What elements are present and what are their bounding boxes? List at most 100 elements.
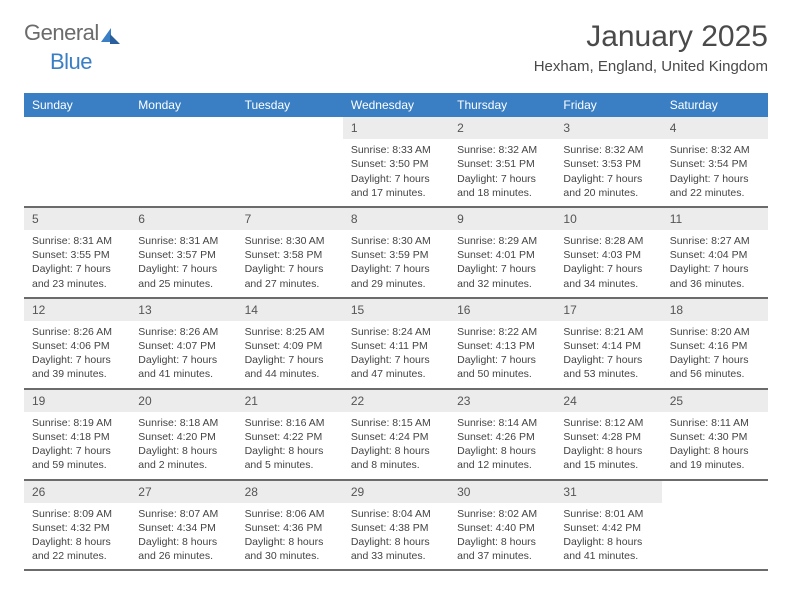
day-details: Sunrise: 8:27 AMSunset: 4:04 PMDaylight:… <box>662 232 768 297</box>
calendar-week-row: 26Sunrise: 8:09 AMSunset: 4:32 PMDayligh… <box>24 480 768 571</box>
sunset-text: Sunset: 3:53 PM <box>563 157 653 171</box>
calendar-week-row: 1Sunrise: 8:33 AMSunset: 3:50 PMDaylight… <box>24 117 768 207</box>
title-block: January 2025 Hexham, England, United Kin… <box>534 20 768 75</box>
daylight-text: Daylight: 8 hours <box>563 444 653 458</box>
daylight-text-2: and 50 minutes. <box>457 367 547 381</box>
sunset-text: Sunset: 4:20 PM <box>138 430 228 444</box>
weekday-header-row: Sunday Monday Tuesday Wednesday Thursday… <box>24 93 768 117</box>
daylight-text: Daylight: 7 hours <box>32 444 122 458</box>
day-details: Sunrise: 8:14 AMSunset: 4:26 PMDaylight:… <box>449 414 555 479</box>
calendar-day-cell: 2Sunrise: 8:32 AMSunset: 3:51 PMDaylight… <box>449 117 555 207</box>
calendar-day-cell: 20Sunrise: 8:18 AMSunset: 4:20 PMDayligh… <box>130 389 236 480</box>
month-title: January 2025 <box>534 20 768 54</box>
sunset-text: Sunset: 3:50 PM <box>351 157 441 171</box>
weekday-header: Wednesday <box>343 93 449 117</box>
day-details: Sunrise: 8:24 AMSunset: 4:11 PMDaylight:… <box>343 323 449 388</box>
daylight-text-2: and 59 minutes. <box>32 458 122 472</box>
day-number: 30 <box>449 481 555 503</box>
day-number: 13 <box>130 299 236 321</box>
day-details: Sunrise: 8:21 AMSunset: 4:14 PMDaylight:… <box>555 323 661 388</box>
sunset-text: Sunset: 4:22 PM <box>245 430 335 444</box>
calendar-body: 1Sunrise: 8:33 AMSunset: 3:50 PMDaylight… <box>24 117 768 570</box>
calendar-week-row: 12Sunrise: 8:26 AMSunset: 4:06 PMDayligh… <box>24 298 768 389</box>
day-number: 23 <box>449 390 555 412</box>
calendar-day-cell: 19Sunrise: 8:19 AMSunset: 4:18 PMDayligh… <box>24 389 130 480</box>
day-details: Sunrise: 8:26 AMSunset: 4:07 PMDaylight:… <box>130 323 236 388</box>
day-number: 7 <box>237 208 343 230</box>
calendar-day-cell: 23Sunrise: 8:14 AMSunset: 4:26 PMDayligh… <box>449 389 555 480</box>
sunrise-text: Sunrise: 8:19 AM <box>32 416 122 430</box>
sunrise-text: Sunrise: 8:07 AM <box>138 507 228 521</box>
day-details: Sunrise: 8:04 AMSunset: 4:38 PMDaylight:… <box>343 505 449 570</box>
calendar-day-cell: 14Sunrise: 8:25 AMSunset: 4:09 PMDayligh… <box>237 298 343 389</box>
sunrise-text: Sunrise: 8:01 AM <box>563 507 653 521</box>
day-number: 2 <box>449 117 555 139</box>
sunset-text: Sunset: 4:04 PM <box>670 248 760 262</box>
sunset-text: Sunset: 4:13 PM <box>457 339 547 353</box>
sunrise-text: Sunrise: 8:26 AM <box>138 325 228 339</box>
sunset-text: Sunset: 4:14 PM <box>563 339 653 353</box>
sunrise-text: Sunrise: 8:31 AM <box>138 234 228 248</box>
day-details: Sunrise: 8:32 AMSunset: 3:54 PMDaylight:… <box>662 141 768 206</box>
day-number: 22 <box>343 390 449 412</box>
sunset-text: Sunset: 4:34 PM <box>138 521 228 535</box>
calendar-day-cell <box>237 117 343 207</box>
daylight-text-2: and 26 minutes. <box>138 549 228 563</box>
sunset-text: Sunset: 4:03 PM <box>563 248 653 262</box>
weekday-header: Sunday <box>24 93 130 117</box>
daylight-text-2: and 12 minutes. <box>457 458 547 472</box>
day-details: Sunrise: 8:33 AMSunset: 3:50 PMDaylight:… <box>343 141 449 206</box>
daylight-text-2: and 53 minutes. <box>563 367 653 381</box>
daylight-text: Daylight: 7 hours <box>351 262 441 276</box>
sunrise-text: Sunrise: 8:32 AM <box>563 143 653 157</box>
day-number: 18 <box>662 299 768 321</box>
calendar-day-cell: 8Sunrise: 8:30 AMSunset: 3:59 PMDaylight… <box>343 207 449 298</box>
sunrise-text: Sunrise: 8:16 AM <box>245 416 335 430</box>
sunset-text: Sunset: 4:38 PM <box>351 521 441 535</box>
daylight-text: Daylight: 8 hours <box>32 535 122 549</box>
sunrise-text: Sunrise: 8:18 AM <box>138 416 228 430</box>
daylight-text: Daylight: 7 hours <box>351 353 441 367</box>
daylight-text-2: and 37 minutes. <box>457 549 547 563</box>
daylight-text: Daylight: 8 hours <box>138 535 228 549</box>
calendar-day-cell: 24Sunrise: 8:12 AMSunset: 4:28 PMDayligh… <box>555 389 661 480</box>
calendar-day-cell: 25Sunrise: 8:11 AMSunset: 4:30 PMDayligh… <box>662 389 768 480</box>
day-number: 15 <box>343 299 449 321</box>
daylight-text: Daylight: 7 hours <box>563 262 653 276</box>
daylight-text: Daylight: 7 hours <box>670 172 760 186</box>
calendar-day-cell: 5Sunrise: 8:31 AMSunset: 3:55 PMDaylight… <box>24 207 130 298</box>
calendar-day-cell: 15Sunrise: 8:24 AMSunset: 4:11 PMDayligh… <box>343 298 449 389</box>
daylight-text: Daylight: 7 hours <box>670 262 760 276</box>
daylight-text: Daylight: 7 hours <box>457 353 547 367</box>
daylight-text-2: and 20 minutes. <box>563 186 653 200</box>
daylight-text-2: and 25 minutes. <box>138 277 228 291</box>
calendar-day-cell: 9Sunrise: 8:29 AMSunset: 4:01 PMDaylight… <box>449 207 555 298</box>
logo: General <box>24 20 120 46</box>
sunset-text: Sunset: 4:28 PM <box>563 430 653 444</box>
weekday-header: Friday <box>555 93 661 117</box>
sunrise-text: Sunrise: 8:29 AM <box>457 234 547 248</box>
day-number: 25 <box>662 390 768 412</box>
day-details: Sunrise: 8:16 AMSunset: 4:22 PMDaylight:… <box>237 414 343 479</box>
sunrise-text: Sunrise: 8:32 AM <box>457 143 547 157</box>
day-number: 27 <box>130 481 236 503</box>
sunset-text: Sunset: 4:18 PM <box>32 430 122 444</box>
day-number: 17 <box>555 299 661 321</box>
day-number: 26 <box>24 481 130 503</box>
logo-text-blue: Blue <box>50 49 92 75</box>
calendar-day-cell: 10Sunrise: 8:28 AMSunset: 4:03 PMDayligh… <box>555 207 661 298</box>
day-details: Sunrise: 8:12 AMSunset: 4:28 PMDaylight:… <box>555 414 661 479</box>
daylight-text: Daylight: 8 hours <box>563 535 653 549</box>
sunset-text: Sunset: 4:36 PM <box>245 521 335 535</box>
day-details: Sunrise: 8:02 AMSunset: 4:40 PMDaylight:… <box>449 505 555 570</box>
calendar-day-cell: 26Sunrise: 8:09 AMSunset: 4:32 PMDayligh… <box>24 480 130 571</box>
daylight-text-2: and 47 minutes. <box>351 367 441 381</box>
sunset-text: Sunset: 4:26 PM <box>457 430 547 444</box>
sunrise-text: Sunrise: 8:06 AM <box>245 507 335 521</box>
weekday-header: Saturday <box>662 93 768 117</box>
daylight-text: Daylight: 7 hours <box>138 262 228 276</box>
daylight-text-2: and 33 minutes. <box>351 549 441 563</box>
location: Hexham, England, United Kingdom <box>534 58 768 75</box>
day-details: Sunrise: 8:29 AMSunset: 4:01 PMDaylight:… <box>449 232 555 297</box>
day-number: 14 <box>237 299 343 321</box>
